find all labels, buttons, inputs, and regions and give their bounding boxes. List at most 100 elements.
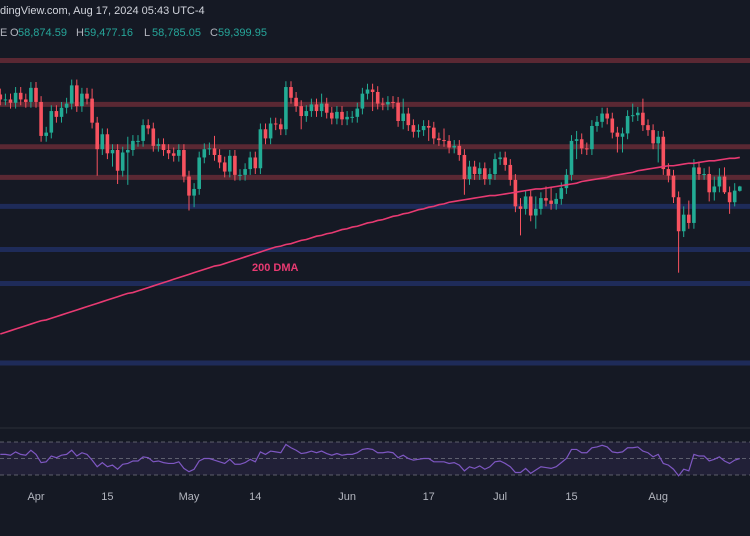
candle-body	[630, 115, 635, 117]
price-pane: 200 DMA	[0, 58, 750, 366]
candle-body	[136, 140, 140, 142]
candle-body	[350, 116, 354, 118]
ma-label: 200 DMA	[252, 262, 299, 274]
candle-body	[717, 176, 722, 187]
candle-body	[528, 196, 533, 216]
source-text: dingView.com, Aug 17, 2024 05:43 UTC-4	[0, 5, 205, 17]
candle-body	[605, 113, 609, 119]
candle-body	[182, 150, 186, 177]
candle-body	[120, 152, 125, 171]
candle-body	[534, 208, 538, 216]
candle-body	[375, 91, 380, 104]
candle-body	[523, 196, 528, 209]
candle-body	[493, 159, 497, 175]
candle-body	[554, 198, 558, 204]
candle-body	[309, 104, 314, 112]
candle-body	[263, 129, 268, 139]
candle-body	[3, 99, 8, 101]
candle-body	[702, 174, 706, 176]
candle-body	[217, 154, 222, 163]
candle-body	[732, 190, 737, 203]
rsi-pane	[0, 441, 750, 477]
candle-body	[75, 85, 79, 107]
candle-body	[585, 148, 589, 150]
candle-body	[462, 154, 467, 180]
candle-body	[692, 167, 696, 223]
candle-body	[304, 111, 309, 117]
candle-body	[549, 200, 553, 204]
candle-body	[625, 116, 630, 134]
candle-body	[0, 94, 3, 100]
candle-body	[177, 150, 181, 156]
candle-body	[248, 157, 252, 170]
candle-body	[697, 167, 701, 175]
candle-body	[156, 144, 161, 146]
candle-body	[457, 145, 462, 155]
candle-body	[80, 93, 84, 107]
candle-body	[360, 93, 365, 109]
candle-body	[590, 125, 594, 150]
candle-body	[646, 125, 650, 131]
candle-body	[233, 155, 237, 175]
candle-body	[324, 103, 329, 113]
rsi-line	[0, 443, 740, 477]
candle-body	[345, 116, 349, 120]
candle-body	[29, 87, 33, 102]
candle-body	[712, 186, 717, 193]
candle-body	[615, 132, 620, 137]
candle-body	[69, 85, 74, 104]
candle-body	[722, 176, 727, 193]
ohlc-label: H	[76, 27, 84, 39]
candle-body	[187, 176, 191, 196]
candle-body	[579, 139, 584, 149]
candle-body	[8, 99, 13, 103]
candle-body	[110, 150, 115, 154]
candle-body	[299, 106, 303, 117]
candle-body	[161, 144, 166, 151]
symbol: E	[0, 27, 7, 39]
candle-body	[432, 127, 436, 139]
candle-body	[294, 97, 298, 107]
ohlc-value: 58,874.59	[18, 27, 67, 39]
candle-body	[636, 112, 640, 116]
candle-body	[330, 112, 334, 119]
candle-body	[355, 108, 360, 117]
candle-body	[498, 157, 502, 160]
candle-body	[447, 140, 451, 148]
candle-body	[386, 101, 390, 105]
candle-body	[370, 89, 375, 92]
candle-body	[477, 168, 482, 175]
candle-body	[54, 111, 59, 117]
candle-body	[503, 157, 507, 165]
candle-body	[197, 157, 201, 189]
candle-body	[39, 101, 43, 136]
candle-body	[564, 174, 569, 189]
candle-body	[151, 128, 156, 146]
ohlc-value: 59,399.95	[218, 27, 267, 39]
candle-body	[381, 103, 385, 105]
candle-body	[406, 113, 411, 126]
candle-body	[620, 133, 625, 137]
ohlc-label: O	[10, 27, 19, 39]
candle-body	[222, 162, 227, 172]
candle-body	[483, 168, 487, 180]
candle-body	[202, 149, 207, 158]
ma-line	[0, 156, 740, 335]
candle-body	[85, 93, 89, 99]
x-tick-label: Jul	[493, 491, 507, 503]
candle-body	[59, 107, 64, 117]
candle-body	[207, 148, 212, 150]
candle-body	[401, 113, 405, 122]
candle-body	[100, 134, 105, 150]
candle-body	[141, 125, 145, 141]
candle-body	[279, 124, 283, 130]
candle-body	[49, 111, 54, 133]
candle-body	[416, 130, 421, 132]
x-tick-label: May	[179, 491, 200, 503]
candle-body	[442, 140, 446, 142]
candle-body	[411, 125, 416, 132]
x-tick-label: Aug	[648, 491, 668, 503]
candle-body	[115, 150, 120, 171]
candle-body	[661, 136, 666, 170]
